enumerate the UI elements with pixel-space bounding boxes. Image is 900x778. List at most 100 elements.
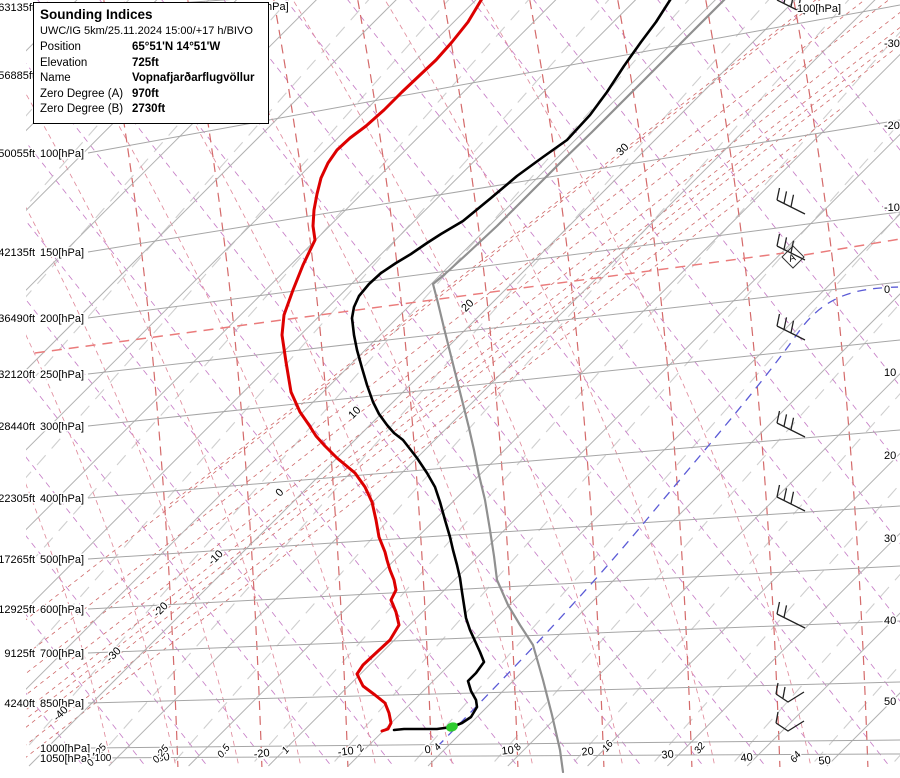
bottom-temperature-label: 20 (581, 745, 594, 758)
isotherm-line (26, 0, 716, 690)
gray-dashed-adiabat (249, 31, 900, 767)
bottom-temperature-label: -10 (337, 745, 354, 759)
wind-barb-feather (790, 417, 795, 430)
violet-dashed-adiabat (533, 0, 900, 466)
wind-barb-shaft (776, 422, 806, 438)
pressure-hpa-label: 300[hPa] (40, 421, 84, 433)
info-label: Elevation (40, 56, 88, 69)
box-subtitle: UWC/IG 5km/25.11.2024 15:00/+17 h/BIVO (40, 25, 253, 37)
wind-barb-column: A (775, 0, 806, 732)
info-row: Name Vopnafjarðarflugvöllur (40, 71, 262, 87)
pressure-hpa-label: 200[hPa] (40, 313, 84, 325)
wind-barb-feather (783, 317, 788, 330)
violet-dashed-adiabat (26, 535, 209, 767)
isotherm-line (347, 213, 900, 767)
pressure-hpa-label: 250[hPa] (40, 369, 84, 381)
gray-dashed-adiabat (809, 664, 900, 767)
gray-dashed-adiabat (26, 0, 450, 479)
gray-dashed-adiabat (649, 483, 900, 767)
gray-dashed-adiabat (26, 0, 610, 660)
altitude-ft-label: 50055ft (0, 148, 35, 160)
adiabat-value-label: -20 (151, 600, 171, 620)
violet-dashed-adiabat (26, 220, 457, 767)
mixing-ratio-line (480, 0, 812, 767)
right-temperature-label: 50 (884, 696, 896, 708)
gray-dashed-adiabat (26, 0, 530, 569)
right-temperature-label: 30 (884, 533, 896, 545)
info-label: Position (40, 41, 81, 53)
wind-barb-feather (775, 711, 779, 724)
wind-barb-feather (797, 0, 801, 11)
info-value: Vopnafjarðarflugvöllur (132, 72, 255, 84)
wind-barb-shaft (775, 691, 805, 703)
wind-barb-feather (790, 320, 795, 333)
altitude-ft-label: 12925ft (0, 604, 35, 616)
adiabat-value-label: 0 (273, 486, 286, 499)
mixing-ratio-label: 1 (280, 745, 292, 756)
info-row: Zero Degree (A) 970ft (40, 87, 262, 103)
info-row: Elevation 725ft (40, 56, 262, 72)
wind-barb-feather (776, 601, 781, 615)
gray-dashed-adiabat (729, 573, 900, 767)
bottom-temperature-label: 50 (818, 754, 831, 767)
wind-barb-shaft (776, 613, 806, 629)
violet-dashed-adiabat (471, 0, 900, 545)
wind-barb-feather (783, 414, 788, 427)
right-temperature-label: -10 (884, 202, 900, 214)
isotherm-line (826, 692, 900, 767)
isobar-line (87, 281, 900, 375)
special-lines (34, 238, 900, 748)
pressure-hpa-label: 1050[hPa] (40, 753, 90, 765)
isobar-line (87, 681, 900, 704)
violet-dashed-adiabat (26, 299, 395, 767)
wind-barb-feather (783, 605, 788, 618)
info-row: Position 65°51'N 14°51'W (40, 40, 262, 56)
right-temperature-label: 0 (884, 284, 890, 296)
moist-adiabat-line (793, 0, 869, 767)
adiabat-value-label: 10 (346, 404, 363, 421)
bottom-temperature-label: -20 (253, 747, 270, 761)
wind-barb-shaft (776, 199, 806, 215)
violet-dashed-adiabat (26, 456, 271, 767)
gray-dashed-adiabat (569, 392, 900, 767)
red-dashed-adiabat (26, 47, 897, 728)
info-value: 65°51'N 14°51'W (132, 41, 221, 53)
red-dashed-adiabat (169, 0, 817, 505)
bottom-temperature-label: 30 (661, 748, 674, 761)
violet-dashed-adiabat (781, 0, 900, 151)
bottom-temperature-label: -30 (153, 751, 170, 765)
gray-dashed-adiabat (329, 121, 900, 767)
violet-dashed-adiabat (595, 0, 900, 387)
altitude-ft-label: 28440ft (0, 421, 35, 433)
mixing-ratio-label: 64 (788, 749, 804, 765)
wind-barb-feather (775, 682, 779, 695)
isobar-line (87, 211, 900, 319)
isotherm-line (268, 133, 900, 767)
violet-dashed-adiabat (719, 0, 900, 230)
isotherm-line (188, 53, 900, 767)
misc-label: 100 (95, 753, 112, 764)
moist-adiabat-line (273, 0, 349, 767)
adiabat-value-label: 30 (614, 141, 631, 158)
wind-barb-shaft (776, 496, 806, 512)
isotherm-line (587, 452, 900, 767)
isobar-line (87, 505, 900, 560)
isobar-line (87, 739, 900, 749)
moist-adiabat-line (357, 0, 433, 767)
wind-barb-feather (783, 191, 788, 204)
wind-barb-feather (776, 187, 781, 201)
surface-level-marker (446, 722, 458, 732)
wind-barb-feather (776, 410, 781, 424)
info-value: 970ft (132, 87, 159, 100)
isotherm-line (26, 0, 557, 531)
wind-barb-feather (783, 237, 788, 250)
sounding-indices-box: Sounding Indices UWC/IG 5km/25.11.2024 1… (33, 2, 269, 124)
tropopause-line (34, 252, 785, 354)
moist-adiabat-line (705, 0, 781, 767)
pressure-hpa-label: 400[hPa] (40, 493, 84, 505)
violet-dashed-adiabat (26, 613, 147, 767)
violet-dashed-adiabat (223, 0, 829, 767)
